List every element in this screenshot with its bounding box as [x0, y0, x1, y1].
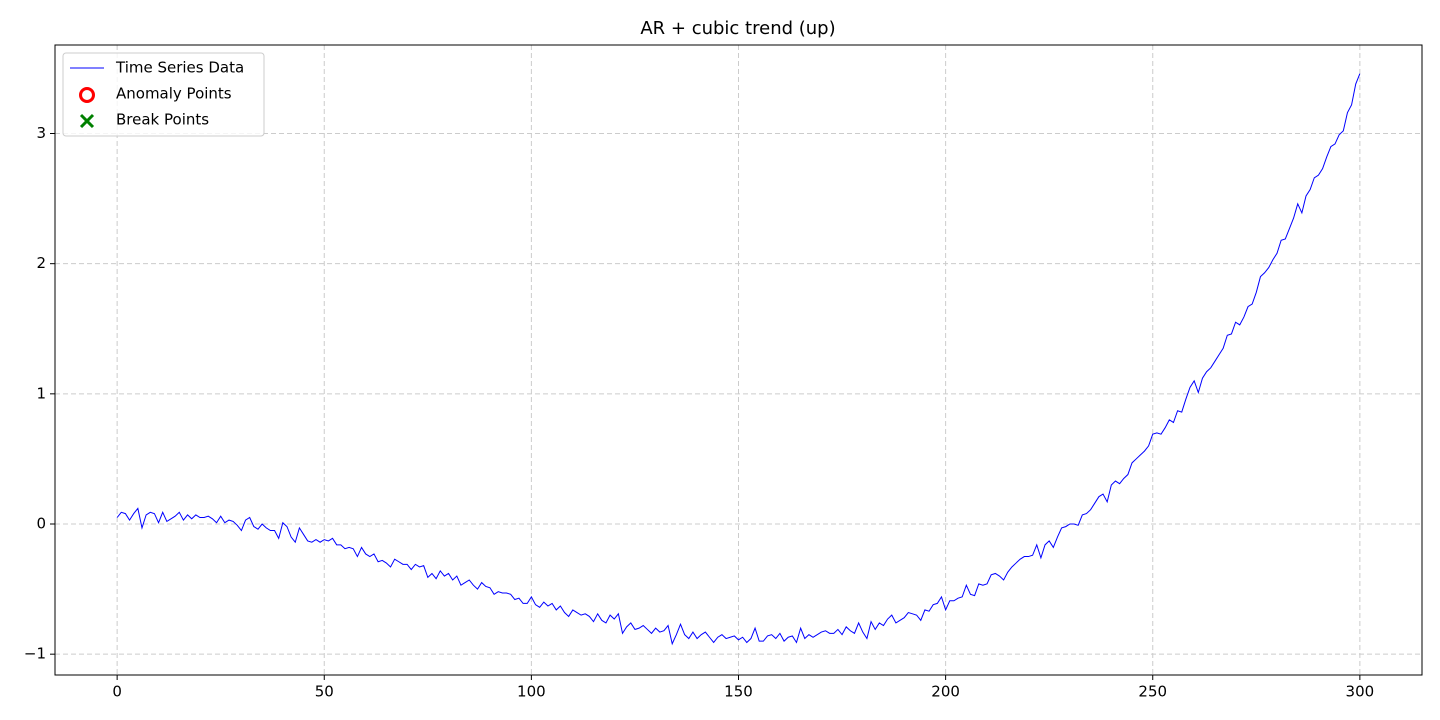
y-tick-label: 0: [36, 515, 46, 533]
y-tick-label: 3: [36, 124, 46, 142]
x-tick-label: 250: [1138, 683, 1167, 701]
y-tick-label: −1: [24, 645, 46, 663]
legend-box: [62, 52, 265, 137]
legend-marker: [79, 87, 95, 103]
x-tick-label: 50: [315, 683, 334, 701]
x-tick-label: 150: [724, 683, 753, 701]
y-tick-label: 2: [36, 254, 46, 272]
x-tick-label: 300: [1346, 683, 1375, 701]
legend-label: Anomaly Points: [116, 85, 232, 103]
legend-label: Break Points: [116, 111, 209, 129]
plot-frame: [54, 44, 1423, 676]
y-tick-label: 1: [36, 384, 46, 402]
x-tick-label: 0: [112, 683, 122, 701]
x-tick-label: 100: [517, 683, 546, 701]
legend: Time Series Data Anomaly Points Break Poin…: [62, 52, 265, 137]
legend-marker: [79, 113, 95, 129]
data-line: [116, 73, 1361, 646]
legend-label: Time Series Data: [115, 59, 244, 77]
chart-title: AR + cubic trend (up): [640, 18, 835, 39]
x-tick-label: 200: [931, 683, 960, 701]
